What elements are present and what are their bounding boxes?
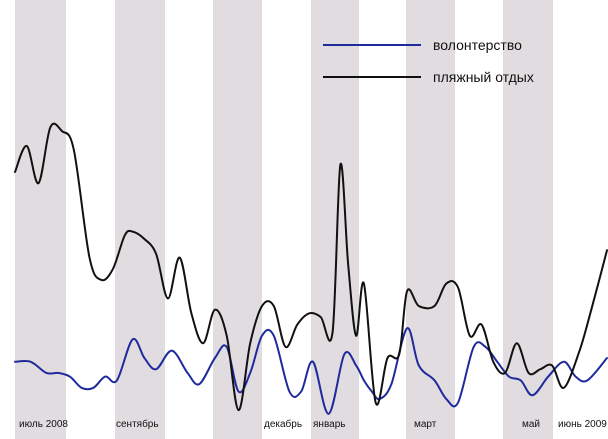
legend-label: волонтерство: [433, 37, 522, 53]
x-tick-label: июль 2008: [19, 419, 68, 430]
background-band: [115, 0, 165, 439]
x-tick-label: сентябрь: [116, 418, 159, 430]
background-band: [406, 0, 455, 439]
x-tick-label: июнь 2009: [558, 419, 607, 430]
series-line-1: [14, 327, 608, 415]
series-lines: [14, 122, 608, 415]
series-line-2: [14, 122, 608, 412]
x-tick-label: март: [414, 419, 437, 430]
legend-label: пляжный отдых: [433, 69, 534, 85]
background-bands: [15, 0, 553, 439]
legend: волонтерство пляжный отдых: [323, 37, 534, 85]
background-band: [311, 0, 359, 439]
x-tick-label: май: [522, 419, 540, 430]
x-axis-tick-labels: июль 2008 сентябрь декабрь январь март май июн…: [19, 418, 607, 430]
x-tick-label: декабрь: [264, 418, 302, 430]
x-tick-label: январь: [313, 419, 345, 430]
background-band: [213, 0, 262, 439]
background-band: [15, 0, 66, 439]
